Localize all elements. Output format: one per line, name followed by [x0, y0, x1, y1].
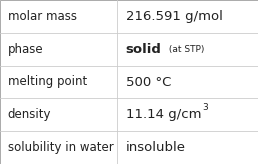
Text: solubility in water: solubility in water — [8, 141, 114, 154]
Text: (at STP): (at STP) — [166, 45, 204, 54]
Text: 11.14 g/cm: 11.14 g/cm — [126, 108, 201, 121]
Text: density: density — [8, 108, 51, 121]
Text: insoluble: insoluble — [126, 141, 186, 154]
Text: 500 °C: 500 °C — [126, 75, 171, 89]
Text: 3: 3 — [203, 103, 208, 112]
Text: molar mass: molar mass — [8, 10, 77, 23]
Text: melting point: melting point — [8, 75, 87, 89]
Text: 216.591 g/mol: 216.591 g/mol — [126, 10, 223, 23]
Text: phase: phase — [8, 43, 43, 56]
Text: solid: solid — [126, 43, 162, 56]
